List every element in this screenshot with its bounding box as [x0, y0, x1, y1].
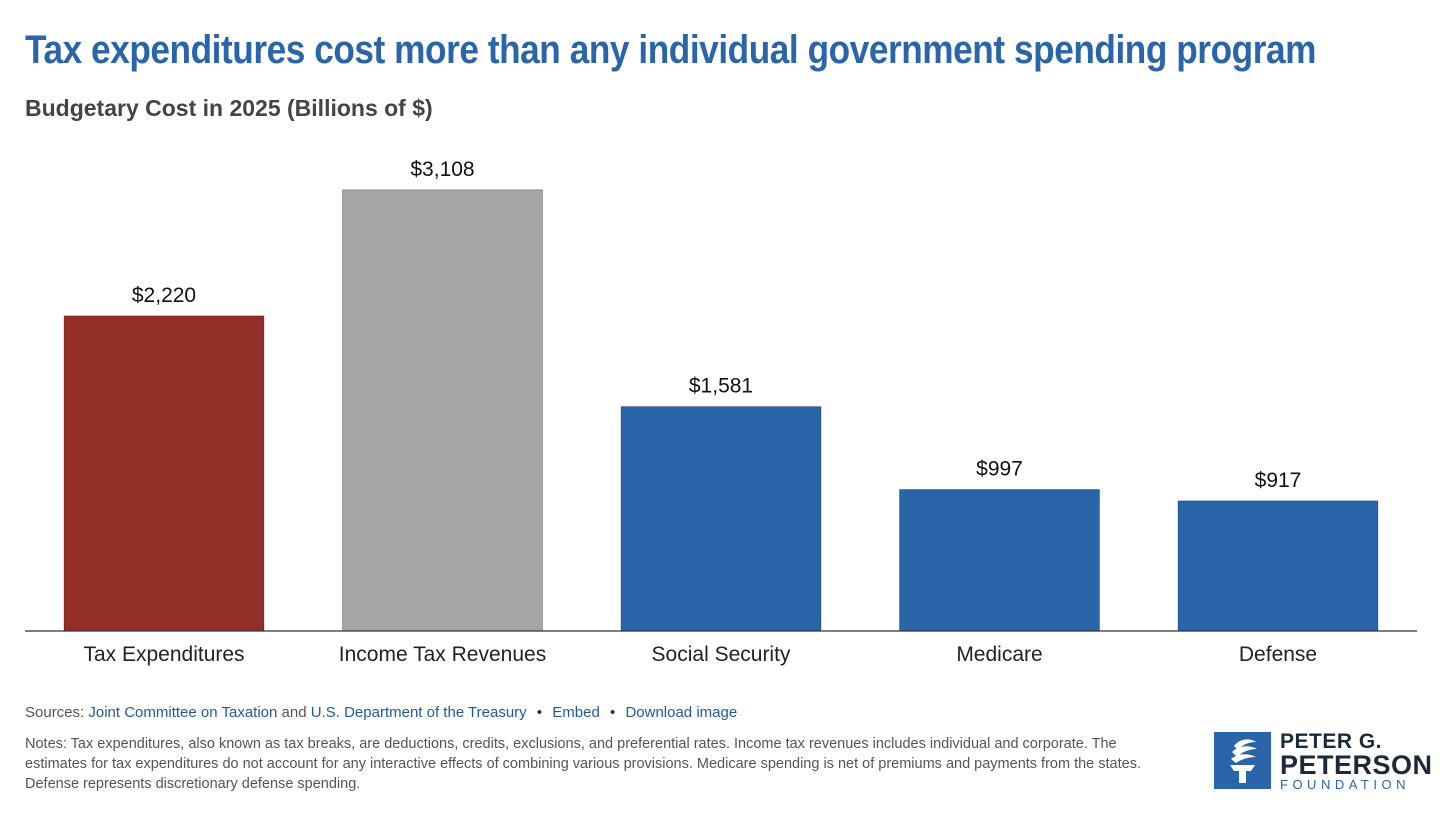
bar-medicare	[899, 488, 1100, 632]
torch-icon	[1214, 732, 1271, 789]
bar-chart: $2,220 $3,108 $1,581 $997 $917 Tax Expenditu…	[25, 158, 1417, 666]
value-label: $917	[1255, 469, 1302, 492]
category-label: Defense	[1239, 643, 1317, 666]
bar-defense	[1177, 500, 1379, 632]
category-labels-group: Tax Expenditures Income Tax Revenues Socia…	[83, 643, 1317, 666]
chart-title: Tax expenditures cost more than any indi…	[25, 28, 1316, 72]
category-label: Social Security	[652, 643, 791, 666]
logo-text-peter: PETER G.	[1280, 730, 1383, 753]
source-link-jct[interactable]: Joint Committee on Taxation	[88, 704, 278, 721]
logo-text-peterson: PETERSON	[1280, 750, 1433, 780]
logo-text-foundation: FOUNDATION	[1280, 777, 1410, 792]
value-label: $997	[976, 457, 1023, 480]
value-label: $3,108	[410, 158, 474, 181]
category-label: Tax Expenditures	[83, 643, 244, 666]
download-image-link[interactable]: Download image	[625, 704, 738, 721]
sources-prefix: Sources:	[25, 704, 85, 721]
value-label: $1,581	[689, 375, 753, 398]
category-label: Medicare	[956, 643, 1042, 666]
sources-line: Sources: Joint Committee on Taxation and…	[25, 704, 737, 721]
separator-dot: •	[536, 704, 543, 721]
value-labels-group: $2,220 $3,108 $1,581 $997 $917	[132, 158, 1301, 492]
source-link-treasury[interactable]: U.S. Department of the Treasury	[310, 704, 527, 721]
bars-group	[63, 189, 1379, 632]
value-label: $2,220	[132, 284, 196, 307]
peterson-foundation-logo[interactable]: PETER G. PETERSON FOUNDATION	[1214, 730, 1434, 792]
sources-and: and	[281, 704, 307, 721]
category-label: Income Tax Revenues	[339, 643, 546, 666]
bar-income-tax-revenues	[342, 189, 543, 632]
bar-tax-expenditures	[63, 315, 265, 632]
separator-dot: •	[610, 704, 616, 721]
chart-subtitle: Budgetary Cost in 2025 (Billions of $)	[25, 95, 433, 121]
bar-social-security	[620, 406, 822, 632]
embed-link[interactable]: Embed	[552, 704, 600, 721]
chart-notes: Notes: Tax expenditures, also known as t…	[25, 736, 1141, 792]
